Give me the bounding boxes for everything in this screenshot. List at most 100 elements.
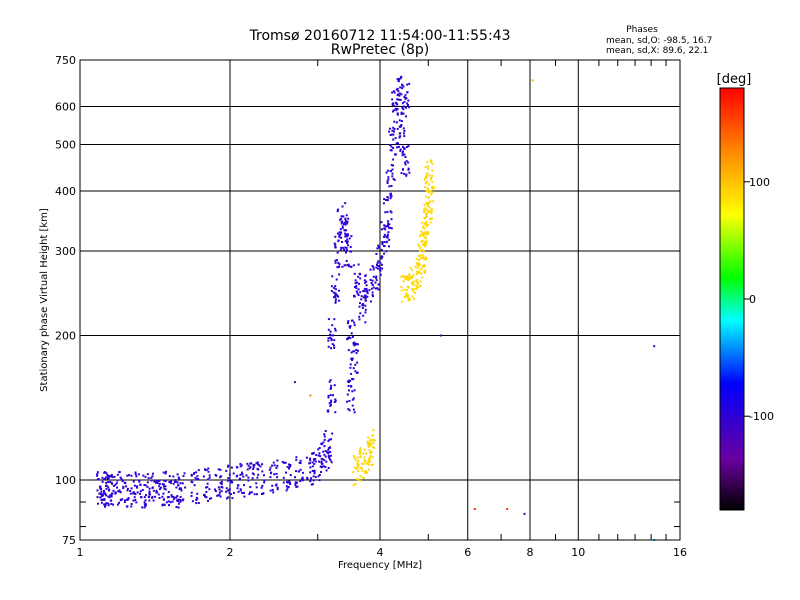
echo-point bbox=[116, 473, 119, 476]
echo-point bbox=[372, 429, 375, 432]
echo-point bbox=[391, 129, 394, 132]
echo-point bbox=[398, 92, 401, 95]
echo-point bbox=[126, 489, 129, 492]
echo-point bbox=[329, 454, 332, 457]
echo-point bbox=[349, 337, 352, 339]
echo-point bbox=[416, 266, 419, 269]
echo-point bbox=[104, 504, 107, 507]
echo-point bbox=[288, 467, 290, 470]
echo-point bbox=[387, 231, 390, 234]
echo-point bbox=[195, 471, 198, 474]
echo-point bbox=[397, 145, 400, 148]
echo-point bbox=[140, 496, 142, 499]
echo-point bbox=[364, 470, 367, 473]
echo-point bbox=[196, 475, 199, 478]
echo-point bbox=[276, 476, 279, 479]
echo-point bbox=[377, 260, 380, 263]
echo-point bbox=[399, 149, 402, 152]
echo-point bbox=[151, 496, 154, 499]
echo-point bbox=[158, 488, 161, 491]
echo-point bbox=[239, 465, 242, 468]
echo-point bbox=[336, 259, 338, 262]
echo-point bbox=[394, 137, 397, 140]
echo-point bbox=[407, 161, 410, 164]
echo-point bbox=[347, 385, 350, 387]
echo-point bbox=[206, 486, 209, 489]
echo-point bbox=[329, 446, 332, 449]
echo-point bbox=[285, 489, 288, 492]
echo-point bbox=[347, 265, 350, 268]
echo-point bbox=[416, 262, 419, 265]
echo-point bbox=[309, 466, 312, 469]
echo-point bbox=[423, 203, 426, 206]
echo-point bbox=[261, 485, 264, 487]
echo-point bbox=[403, 153, 406, 156]
echo-point bbox=[210, 497, 213, 500]
echo-point bbox=[347, 217, 350, 220]
echo-point bbox=[367, 461, 370, 464]
echo-point bbox=[105, 487, 108, 490]
y-tick-label: 750 bbox=[55, 54, 76, 67]
echo-point bbox=[327, 410, 330, 413]
echo-point bbox=[107, 504, 110, 507]
echo-point bbox=[357, 469, 360, 472]
echo-point bbox=[427, 167, 430, 170]
echo-point bbox=[126, 474, 129, 477]
echo-point bbox=[332, 394, 334, 397]
echo-point bbox=[427, 231, 430, 234]
echo-point bbox=[395, 109, 398, 112]
echo-point bbox=[364, 304, 367, 307]
echo-point bbox=[282, 481, 285, 484]
echo-point bbox=[405, 173, 408, 176]
echo-point bbox=[111, 476, 114, 479]
echo-point bbox=[152, 499, 155, 502]
echo-point bbox=[330, 438, 333, 441]
echo-point bbox=[372, 266, 375, 269]
echo-point bbox=[181, 482, 184, 485]
echo-point bbox=[113, 475, 116, 478]
echo-point bbox=[370, 287, 373, 290]
echo-point bbox=[360, 462, 363, 465]
echo-point bbox=[110, 493, 113, 496]
echo-point bbox=[271, 488, 274, 491]
echo-point bbox=[162, 503, 165, 506]
echo-point bbox=[345, 235, 348, 238]
echo-point bbox=[247, 479, 250, 482]
echo-point bbox=[369, 268, 372, 271]
echo-point bbox=[315, 454, 318, 456]
echo-point bbox=[250, 491, 253, 494]
echo-point bbox=[161, 483, 164, 486]
echo-point bbox=[426, 187, 429, 190]
echo-point bbox=[318, 479, 321, 482]
echo-point bbox=[359, 456, 362, 459]
echo-point bbox=[386, 225, 389, 228]
echo-point bbox=[424, 237, 427, 240]
echo-point bbox=[362, 290, 365, 292]
echo-point bbox=[334, 398, 337, 401]
echo-point bbox=[358, 282, 360, 285]
echo-point bbox=[225, 487, 228, 490]
echo-point bbox=[245, 474, 248, 477]
echo-point bbox=[334, 288, 337, 291]
echo-point bbox=[415, 284, 417, 287]
echo-point bbox=[368, 449, 371, 452]
echo-point bbox=[168, 475, 171, 478]
stats-line-x: mean, sd,X: 89.6, 22.1 bbox=[606, 46, 708, 56]
echo-point bbox=[352, 408, 355, 411]
echo-point bbox=[331, 324, 334, 327]
echo-point bbox=[320, 471, 322, 473]
echo-point bbox=[357, 478, 360, 481]
echo-point bbox=[179, 499, 182, 502]
echo-point bbox=[130, 487, 133, 490]
echo-point bbox=[388, 130, 391, 133]
echo-point bbox=[384, 225, 387, 228]
echo-point bbox=[328, 333, 331, 336]
echo-point bbox=[329, 330, 332, 333]
x-tick-labels: 1 2 4 6 8 10 16 bbox=[77, 546, 688, 559]
echo-point bbox=[323, 459, 326, 462]
echo-point bbox=[429, 178, 432, 181]
echo-point bbox=[423, 222, 426, 225]
echo-point bbox=[400, 75, 403, 78]
echo-point bbox=[380, 263, 383, 266]
